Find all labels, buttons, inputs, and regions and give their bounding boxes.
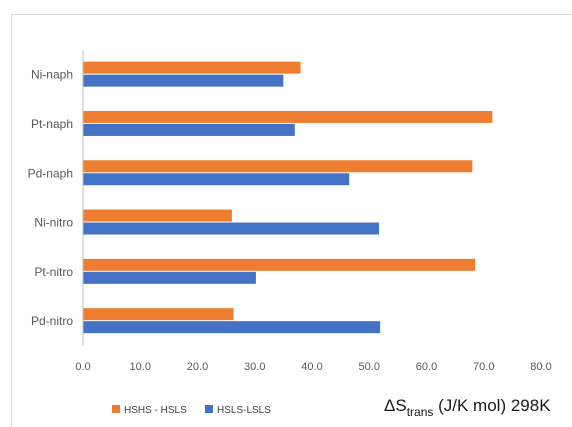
category-label-ni-naph: Ni-naph <box>31 68 73 82</box>
legend-swatch-hsls-lsls <box>205 405 213 413</box>
bar-pt-nitro-hsls-lsls <box>83 271 256 284</box>
bar-ni-nitro-hshs-hsls <box>83 209 232 222</box>
bar-pd-naph-hshs-hsls <box>83 160 473 173</box>
chart-frame <box>11 14 572 427</box>
bar-ni-naph-hsls-lsls <box>83 74 284 87</box>
legend-swatch-hshs-hsls <box>112 405 120 413</box>
x-tick-label: 0.0 <box>75 361 90 373</box>
x-tick-labels: 0.0 10.0 20.0 30.0 40.0 50.0 60.0 70.0 80.0 <box>75 361 551 373</box>
legend-label-hshs-hsls: HSHS - HSLS <box>124 405 187 416</box>
legend-label-hsls-lsls: HSLS-LSLS <box>217 405 271 416</box>
x-tick-label: 30.0 <box>244 361 265 373</box>
bar-ni-nitro-hsls-lsls <box>83 222 379 235</box>
bar-pd-nitro-hsls-lsls <box>83 321 381 334</box>
x-tick-label: 10.0 <box>130 361 151 373</box>
x-tick-label: 50.0 <box>359 361 380 373</box>
axis-title-subscript: trans <box>407 405 434 419</box>
x-tick-label: 60.0 <box>416 361 437 373</box>
bar-pt-naph-hshs-hsls <box>83 110 493 123</box>
bar-pd-nitro-hshs-hsls <box>83 308 234 321</box>
x-tick-label: 20.0 <box>187 361 208 373</box>
x-tick-label: 70.0 <box>473 361 494 373</box>
category-label-ni-nitro: Ni-nitro <box>34 216 73 230</box>
bar-pt-nitro-hshs-hsls <box>83 258 476 271</box>
x-axis-title: ΔStrans (J/K mol) 298K <box>384 396 551 419</box>
axis-title-main: ΔS <box>384 396 407 415</box>
bar-ni-naph-hshs-hsls <box>83 61 301 74</box>
category-label-pt-nitro: Pt-nitro <box>34 265 73 279</box>
category-label-pd-naph: Pd-naph <box>28 166 73 180</box>
legend: HSHS - HSLS HSLS-LSLS <box>112 405 271 416</box>
category-labels: Ni-naph Pt-naph Pd-naph Ni-nitro Pt-nitro Pd-… <box>28 68 74 328</box>
bar-pd-naph-hsls-lsls <box>83 173 350 186</box>
category-label-pt-naph: Pt-naph <box>31 117 73 131</box>
category-label-pd-nitro: Pd-nitro <box>31 314 73 328</box>
x-tick-label: 80.0 <box>530 361 551 373</box>
axis-title-rest: (J/K mol) 298K <box>433 396 551 415</box>
bar-pt-naph-hsls-lsls <box>83 123 295 136</box>
x-tick-label: 40.0 <box>301 361 322 373</box>
bars-group <box>83 61 493 334</box>
